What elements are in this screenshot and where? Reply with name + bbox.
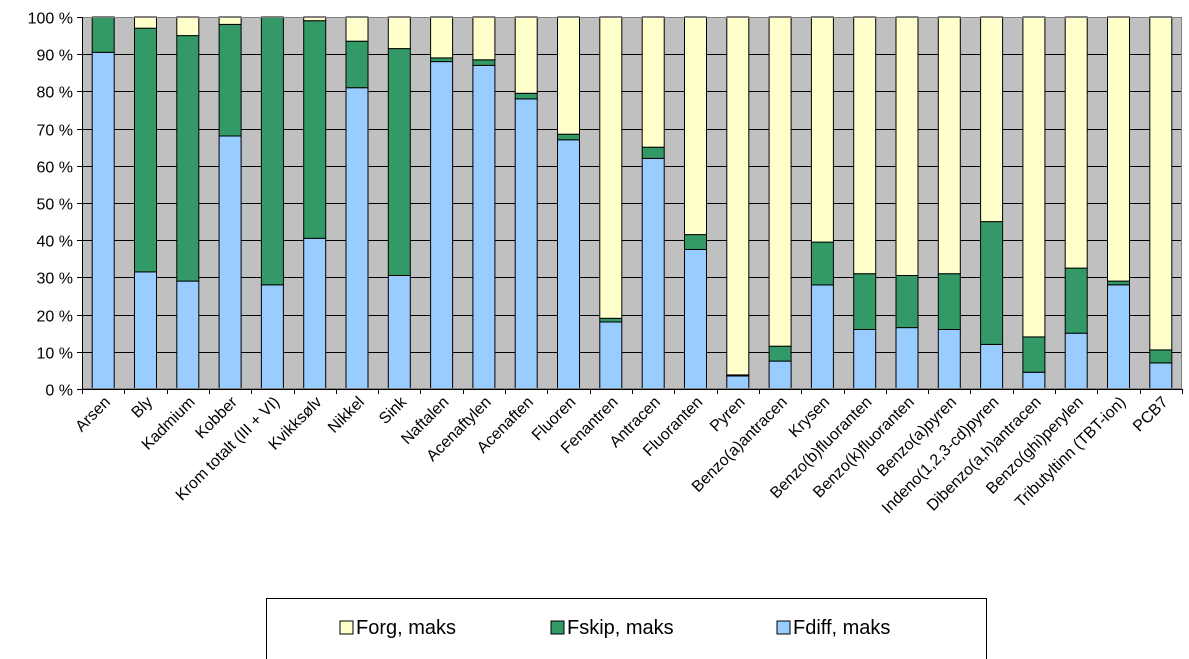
y-tick-label: 80 %	[37, 85, 73, 102]
bar-segment-fskip-18	[853, 273, 877, 331]
bar-segment-fskip-7	[387, 48, 411, 276]
x-tick-label: Bly	[129, 394, 157, 422]
bar-segment-fskip-14	[684, 234, 707, 251]
bar-segment-fdiff-19	[895, 327, 919, 390]
legend-box	[266, 598, 987, 659]
bar-segment-fskip-6	[345, 40, 369, 89]
bar-segment-fdiff-11	[557, 139, 580, 390]
bar-segment-fdiff-21	[980, 343, 1004, 390]
bar-segment-forg-21	[980, 16, 1004, 223]
bar-segment-fskip-19	[895, 275, 919, 329]
bar-segment-fdiff-23	[1064, 332, 1088, 390]
bar-segment-fdiff-16	[768, 360, 792, 390]
bar-segment-fdiff-8	[430, 61, 454, 390]
x-tick-label: PCB7	[1130, 394, 1172, 436]
bar-segment-fskip-20	[937, 273, 961, 331]
legend-swatch	[550, 620, 565, 635]
bar-segment-forg-8	[430, 16, 454, 59]
bar-segment-forg-24	[1107, 16, 1130, 282]
legend-swatch	[339, 620, 354, 635]
bar-segment-fdiff-22	[1022, 371, 1046, 390]
bar-segment-fskip-24	[1107, 280, 1130, 286]
bar-segment-fdiff-5	[303, 237, 327, 390]
bar-segment-forg-23	[1064, 16, 1088, 269]
bar-segment-forg-1	[134, 16, 157, 29]
bar-segment-fdiff-25	[1149, 362, 1173, 390]
bar-segment-fskip-12	[599, 317, 623, 323]
bar-segment-fdiff-13	[641, 157, 665, 390]
bar-segment-fskip-11	[557, 133, 580, 141]
bar-segment-fskip-1	[134, 27, 157, 273]
y-tick-label: 10 %	[37, 346, 73, 363]
y-tick-label: 50 %	[37, 197, 73, 214]
bar-segment-fskip-16	[768, 345, 792, 362]
bar-segment-forg-15	[726, 16, 750, 376]
bar-segment-forg-25	[1149, 16, 1173, 351]
bar-segment-fdiff-14	[684, 249, 707, 390]
bar-segment-fskip-13	[641, 146, 665, 159]
x-tick-label: Arsen	[72, 394, 114, 436]
bar-segment-fdiff-24	[1107, 284, 1130, 390]
bar-segment-fdiff-4	[260, 284, 284, 390]
y-tick-label: 40 %	[37, 234, 73, 251]
y-tick-label: 20 %	[37, 309, 73, 326]
bar-segment-fskip-5	[303, 20, 327, 239]
y-tick-label: 90 %	[37, 48, 73, 65]
bar-segment-fdiff-7	[387, 275, 411, 390]
bar-segment-fskip-8	[430, 57, 454, 63]
bar-segment-fskip-10	[514, 92, 538, 100]
legend-label: Forg, maks	[356, 617, 456, 639]
y-tick-label: 70 %	[37, 123, 73, 140]
bar-segment-fdiff-0	[91, 51, 115, 390]
bar-segment-forg-11	[557, 16, 580, 135]
x-tick-label: Sink	[376, 393, 411, 428]
bar-segment-fskip-3	[218, 23, 242, 137]
bar-segment-forg-12	[599, 16, 623, 319]
bar-segment-forg-3	[218, 16, 242, 25]
bar-segment-fskip-23	[1064, 267, 1088, 334]
bar-segment-forg-19	[895, 16, 919, 276]
bar-segment-forg-9	[472, 16, 496, 61]
bar-segment-forg-10	[514, 16, 538, 94]
bar-segment-fdiff-15	[726, 375, 750, 390]
y-tick-label: 100 %	[28, 11, 73, 28]
y-tick-label: 0 %	[45, 383, 73, 400]
bar-segment-forg-7	[387, 16, 411, 50]
bar-segment-fdiff-17	[810, 284, 834, 390]
bar-segment-fdiff-20	[937, 329, 961, 390]
bar-segment-forg-16	[768, 16, 792, 347]
bar-segment-fskip-21	[980, 221, 1004, 345]
legend-label: Fdiff, maks	[793, 617, 890, 639]
bar-segment-fdiff-1	[134, 271, 157, 390]
bar-segment-fskip-4	[260, 16, 284, 286]
bar-segment-fskip-2	[176, 35, 200, 282]
bar-segment-forg-20	[937, 16, 961, 275]
bar-segment-forg-17	[810, 16, 834, 243]
bar-segment-forg-22	[1022, 16, 1046, 338]
bar-segment-fdiff-6	[345, 87, 369, 390]
bar-segment-fdiff-3	[218, 135, 242, 390]
bar-segment-forg-14	[684, 16, 707, 236]
legend-label: Fskip, maks	[567, 617, 674, 639]
bar-segment-fskip-22	[1022, 336, 1046, 373]
bar-segment-fskip-0	[91, 16, 115, 53]
bar-segment-forg-6	[345, 16, 369, 42]
y-tick-label: 60 %	[37, 160, 73, 177]
bar-segment-forg-13	[641, 16, 665, 148]
x-tick-label: Nikkel	[325, 394, 368, 437]
bar-segment-fskip-9	[472, 59, 496, 66]
bar-segment-fdiff-2	[176, 280, 200, 390]
bar-segment-forg-2	[176, 16, 200, 37]
y-tick-label: 30 %	[37, 271, 73, 288]
bar-segment-fskip-17	[810, 241, 834, 286]
bar-segment-fdiff-18	[853, 329, 877, 390]
bar-segment-forg-18	[853, 16, 877, 275]
bar-segment-fdiff-12	[599, 321, 623, 390]
bar-segment-fdiff-10	[514, 98, 538, 390]
bar-segment-fskip-25	[1149, 349, 1173, 364]
bar-segment-fdiff-9	[472, 64, 496, 390]
legend-swatch	[776, 620, 791, 635]
